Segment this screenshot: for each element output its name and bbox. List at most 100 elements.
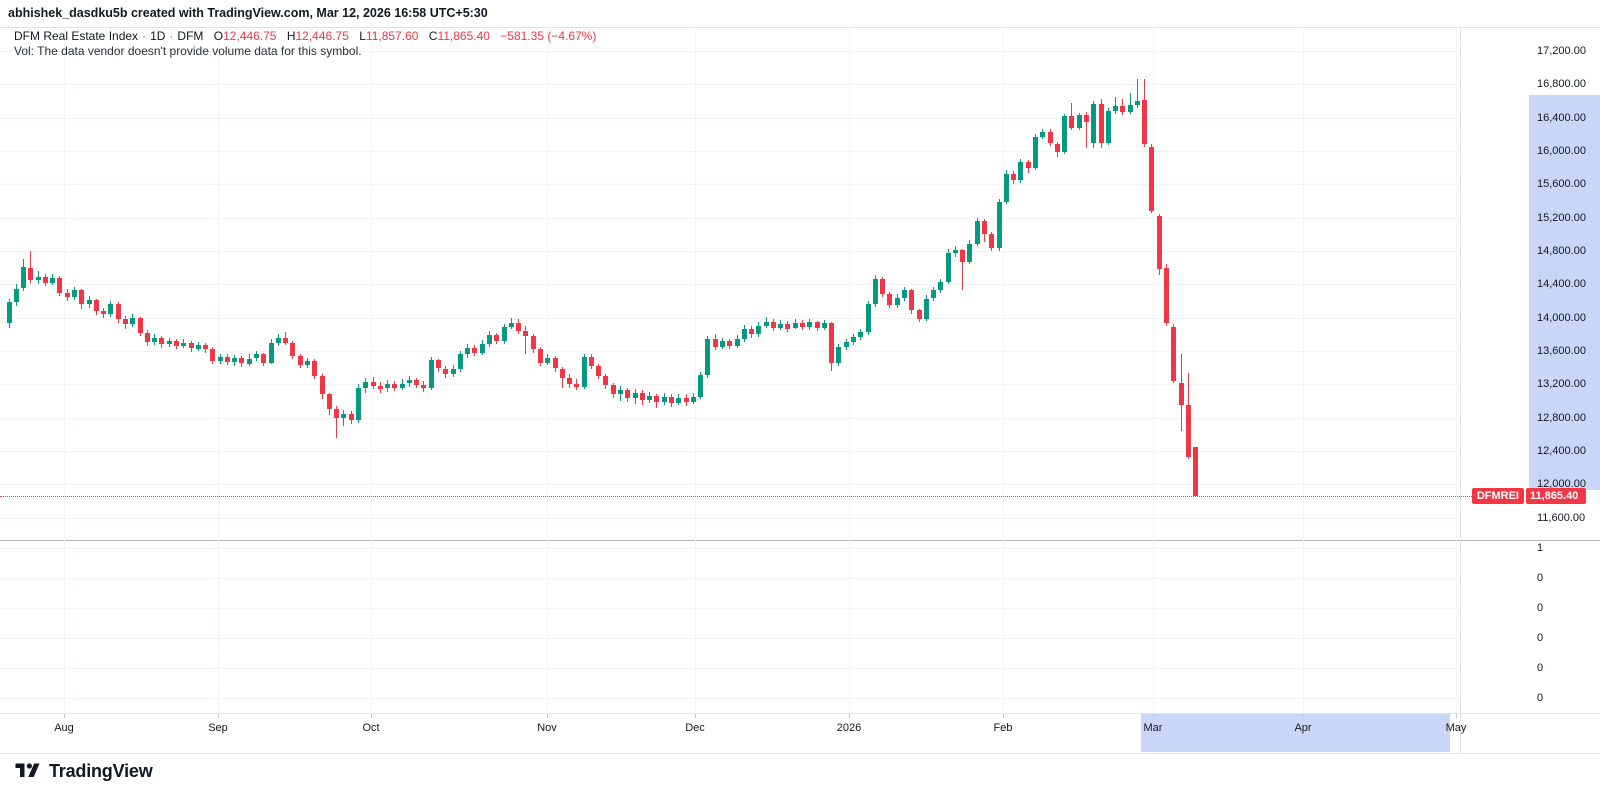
candle (312, 361, 318, 376)
time-axis[interactable]: Aug Sep Oct Nov Dec 2026 Feb Mar Apr May (0, 713, 1600, 753)
candle (224, 356, 230, 362)
price-gridline (0, 517, 1460, 519)
candle (829, 323, 835, 363)
price-gridline (0, 84, 1460, 86)
candle (494, 335, 500, 341)
candle (232, 357, 238, 362)
candle (385, 384, 391, 389)
candle (1105, 111, 1111, 143)
price-gridline (0, 284, 1460, 286)
candle (399, 383, 405, 388)
candle (297, 356, 303, 366)
price-axis-label: 12,800.00 (1537, 411, 1586, 424)
candle (130, 318, 136, 325)
candle (1185, 405, 1191, 457)
time-axis-tick (64, 714, 65, 718)
candle (821, 323, 827, 328)
candle (1054, 143, 1060, 153)
high-label: H (286, 29, 296, 43)
candle (880, 278, 886, 294)
candle (734, 339, 740, 346)
price-gridline (0, 217, 1460, 219)
candle (217, 356, 223, 361)
candle (690, 396, 696, 402)
candle (326, 394, 332, 410)
candle (974, 221, 980, 244)
price-axis[interactable]: 17,200.00 16,800.00 16,400.00 16,000.00 15,6… (1460, 27, 1600, 713)
candle (843, 342, 849, 348)
candle-wick (1085, 111, 1087, 148)
candle (1062, 116, 1068, 153)
candle-wick (561, 366, 563, 389)
price-axis-label: 12,400.00 (1537, 445, 1586, 457)
attribution-text: abhishek_dasdku5b created with TradingVi… (8, 6, 488, 20)
price-axis-label: 14,800.00 (1537, 245, 1586, 257)
candle (203, 344, 209, 350)
candle-wick (1136, 78, 1138, 108)
month-gridline (218, 27, 219, 713)
pane-divider[interactable] (0, 540, 1600, 541)
price-axis-label: 13,600.00 (1537, 345, 1586, 357)
candle (654, 396, 660, 402)
volume-gridline (0, 608, 1460, 609)
candle (290, 342, 296, 356)
candle (872, 278, 878, 305)
candle (159, 338, 165, 345)
candle (960, 250, 966, 262)
time-axis-tick (1153, 714, 1154, 718)
candle (938, 281, 944, 291)
candle (268, 342, 274, 363)
candle (21, 266, 27, 289)
candle (989, 234, 995, 249)
candle (479, 344, 485, 353)
month-gridline (1153, 27, 1154, 713)
candle (392, 384, 398, 388)
candle (698, 375, 704, 397)
candle (807, 322, 813, 327)
price-axis-label: 14,400.00 (1537, 278, 1586, 291)
candle (108, 303, 114, 315)
tradingview-logo-icon (14, 760, 41, 782)
candle (275, 337, 281, 343)
candle (144, 332, 150, 343)
symbol-legend-row[interactable]: DFM Real Estate Index · 1D · DFM O12,446.75 … (14, 29, 596, 43)
tradingview-brand-link[interactable]: TradingView (14, 760, 153, 782)
candle (661, 396, 667, 402)
candle (472, 347, 478, 353)
price-axis-label: 13,200.00 (1537, 378, 1586, 391)
candle (610, 385, 616, 395)
month-gridline (547, 27, 548, 713)
candle (1164, 267, 1170, 323)
price-axis-label: 15,200.00 (1537, 211, 1586, 224)
candle (501, 326, 507, 341)
candle (188, 342, 194, 349)
time-axis-tick (849, 714, 850, 718)
candle (763, 321, 769, 326)
candle (35, 276, 41, 280)
price-gridline (0, 251, 1460, 252)
candle (603, 376, 609, 386)
candle (406, 380, 412, 384)
price-gridline (0, 184, 1460, 186)
candle (894, 297, 900, 306)
tradingview-brand-text: TradingView (49, 760, 153, 781)
candle (741, 328, 747, 340)
price-gridline (0, 417, 1460, 419)
close-label: C (428, 29, 438, 43)
price-gridline (0, 117, 1460, 119)
last-price-badge: DFMREI 11,865.40 (1471, 488, 1586, 504)
volume-axis-label: 1 (1537, 542, 1544, 554)
candle (1032, 137, 1038, 168)
price-axis-label: 17,200.00 (1537, 45, 1586, 57)
candle (850, 337, 856, 343)
chart-plot-area[interactable] (0, 27, 1460, 713)
candle (414, 380, 420, 386)
candle (334, 409, 340, 419)
candle (377, 386, 383, 389)
candle (101, 311, 107, 315)
candle (1040, 131, 1046, 138)
time-axis-label: Dec (685, 722, 705, 734)
candle (1149, 146, 1155, 211)
candle (152, 338, 158, 343)
time-axis-tick (1456, 714, 1457, 718)
